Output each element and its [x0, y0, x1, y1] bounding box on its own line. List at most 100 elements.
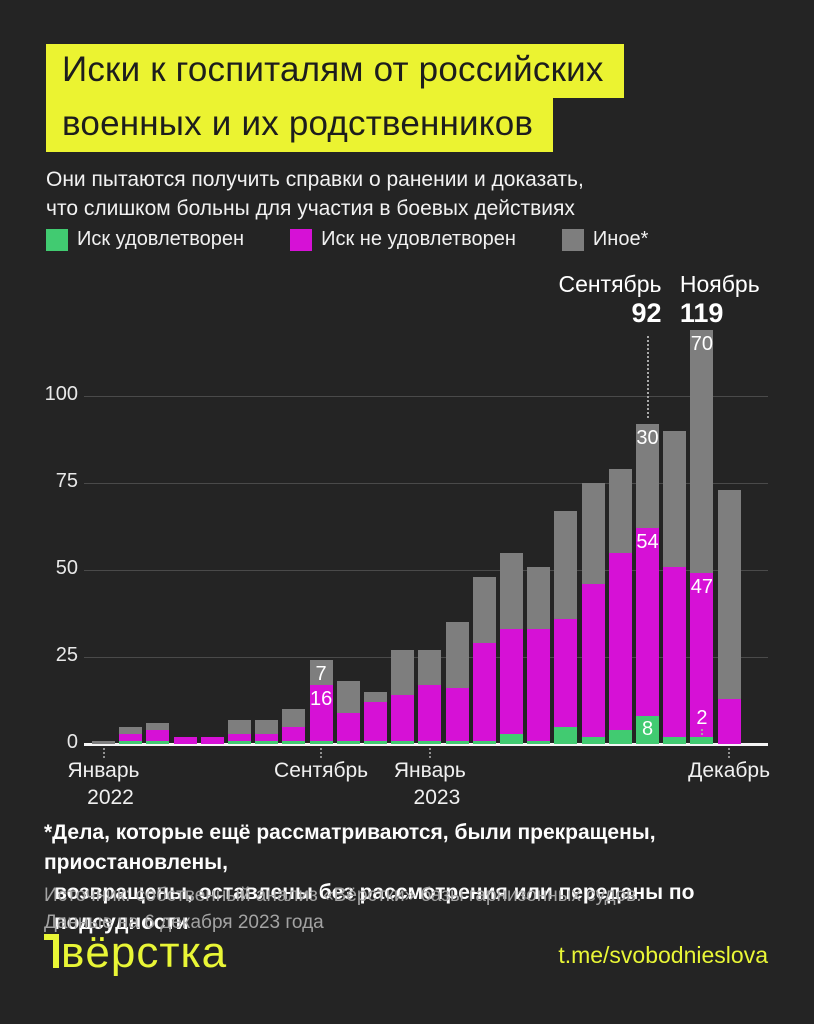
bar-2022-11-satisfied [364, 740, 387, 744]
bar-2023-02-other [445, 622, 469, 689]
annotation-total-0: 92 [631, 298, 662, 328]
bar-2023-03-satisfied [472, 740, 496, 744]
bar-2022-11-other [364, 691, 387, 703]
legend-swatch-gray [561, 228, 584, 251]
bar-2022-08-other [282, 709, 306, 727]
bar-2023-01-other [418, 650, 442, 685]
bar-2022-01-other [92, 740, 115, 744]
x-tick-2023-01 [428, 748, 431, 758]
bar-2023-08-satisfied [608, 730, 632, 744]
bar-2022-06-denied [228, 733, 251, 741]
annotation-2023-11: Ноябрь 119 [680, 270, 760, 328]
gridline-75 [84, 483, 768, 484]
y-tick-label-75: 75 [55, 470, 78, 492]
x-label-2023-12: Декабрь [688, 759, 771, 782]
bar-2023-01-denied [418, 684, 442, 741]
bar-2023-05-other [527, 566, 551, 630]
gridline-50 [84, 570, 768, 571]
title-line-1: Иски к госпиталям от российских [46, 44, 624, 98]
page-title: Иски к госпиталям от российских военных … [46, 44, 624, 152]
x-label-year-2022-01: 2022 [87, 786, 134, 809]
bar-2023-06-denied [554, 618, 578, 727]
bar-label-2022-09-denied: 16 [309, 687, 333, 710]
x-label-2022-01: Январь [67, 759, 140, 782]
bar-2022-03-denied [146, 730, 170, 741]
bar-2023-05-satisfied [527, 740, 551, 744]
bar-2023-12-other [717, 489, 741, 699]
bar-2022-02-satisfied [119, 740, 143, 744]
annotation-2023-09: Сентябрь 92 [558, 270, 661, 328]
bar-label-2023-11-other: 70 [690, 332, 714, 355]
bar-2023-07-denied [581, 583, 605, 738]
bar-2023-09-satisfied [636, 716, 659, 744]
bar-2023-12-denied [717, 698, 741, 744]
bar-2023-01-satisfied [418, 740, 442, 744]
footnote: *Дела, которые ещё рассматриваются, были… [44, 818, 814, 938]
bar-2022-04-denied [173, 737, 197, 744]
legend-label-denied: Иск не удовлетворен [321, 228, 516, 250]
bar-2023-11-denied [690, 573, 714, 738]
footnote-line-1: *Дела, которые ещё рассматриваются, были… [44, 821, 656, 874]
footnote-line-2: возвращены, оставлены без рассмотрения и… [54, 881, 695, 934]
bar-2022-08-satisfied [282, 740, 306, 744]
bar-2023-06-other [554, 510, 578, 619]
x-tick-2022-01 [102, 748, 105, 758]
bar-2022-05-denied [200, 737, 224, 744]
bar-2023-10-satisfied [663, 737, 687, 744]
bar-label-pointer-2023-11 [700, 729, 703, 736]
bar-2023-03-other [472, 576, 496, 644]
bar-2023-11-satisfied [690, 737, 714, 744]
annotation-pointer-0 [646, 336, 649, 418]
annotation-month-1: Ноябрь [679, 271, 760, 297]
annotation-total-1: 119 [679, 298, 724, 328]
bar-2022-10-other [336, 681, 360, 713]
bar-2022-12-denied [391, 695, 415, 741]
subtitle: Они пытаются получить справки о ранении … [46, 165, 584, 223]
bar-2023-02-satisfied [445, 740, 469, 744]
x-label-year-2023-01: 2023 [413, 786, 461, 809]
annotation-month-0: Сентябрь [558, 271, 662, 297]
x-tick-2023-12 [728, 748, 731, 758]
bar-2023-06-satisfied [554, 726, 578, 744]
x-tick-2022-09 [320, 748, 323, 758]
legend-label-other: Иное* [592, 228, 649, 250]
x-axis-line [84, 743, 768, 746]
bar-2023-04-satisfied [500, 733, 523, 744]
legend-item-denied: Иск не удовлетворен [290, 228, 516, 251]
legend-label-satisfied: Иск удовлетворен [77, 228, 245, 250]
legend-swatch-green [46, 228, 68, 251]
verstka-logo: вёрстка [44, 928, 227, 978]
bar-2022-07-other [255, 719, 279, 734]
bar-2022-10-satisfied [336, 740, 360, 744]
bar-2023-07-other [581, 483, 605, 584]
source-note: Источник: собственный анализ «Вёрстки» б… [44, 882, 642, 936]
bar-2023-11-other [690, 329, 714, 574]
bar-label-2023-11-denied: 47 [690, 576, 714, 599]
bar-2023-05-denied [527, 629, 551, 741]
bar-2022-07-satisfied [255, 740, 279, 744]
bar-label-2023-09-denied: 54 [636, 531, 659, 554]
legend: Иск удовлетворен Иск не удовлетворен Ино… [46, 228, 648, 251]
bar-2023-08-other [608, 469, 632, 553]
legend-item-other: Иное* [561, 228, 649, 251]
bar-label-2022-09-other: 7 [315, 663, 327, 686]
bar-2022-06-satisfied [228, 740, 251, 744]
legend-item-satisfied: Иск удовлетворен [46, 228, 244, 251]
bar-2022-08-denied [282, 726, 306, 741]
bar-2022-02-other [119, 726, 143, 734]
source-line-2: Данные на 6 декабря 2023 года [44, 912, 324, 933]
title-line-2: военных и их родственников [46, 98, 554, 152]
y-tick-label-0: 0 [66, 731, 78, 753]
verstka-logo-text: вёрстка [61, 928, 228, 977]
x-label-2023-01: Январь [393, 759, 466, 782]
bar-2022-03-other [146, 723, 170, 731]
bar-2022-09-other [309, 660, 333, 685]
telegram-link[interactable]: t.me/svobodnieslova [558, 942, 768, 968]
bar-2023-08-denied [608, 552, 632, 731]
y-tick-label-50: 50 [55, 557, 78, 579]
bar-label-2023-09-other: 30 [636, 426, 659, 449]
legend-swatch-magenta [290, 228, 313, 251]
source-line-1: Источник: собственный анализ «Вёрстки» б… [44, 885, 642, 906]
bar-2022-11-denied [364, 702, 387, 741]
